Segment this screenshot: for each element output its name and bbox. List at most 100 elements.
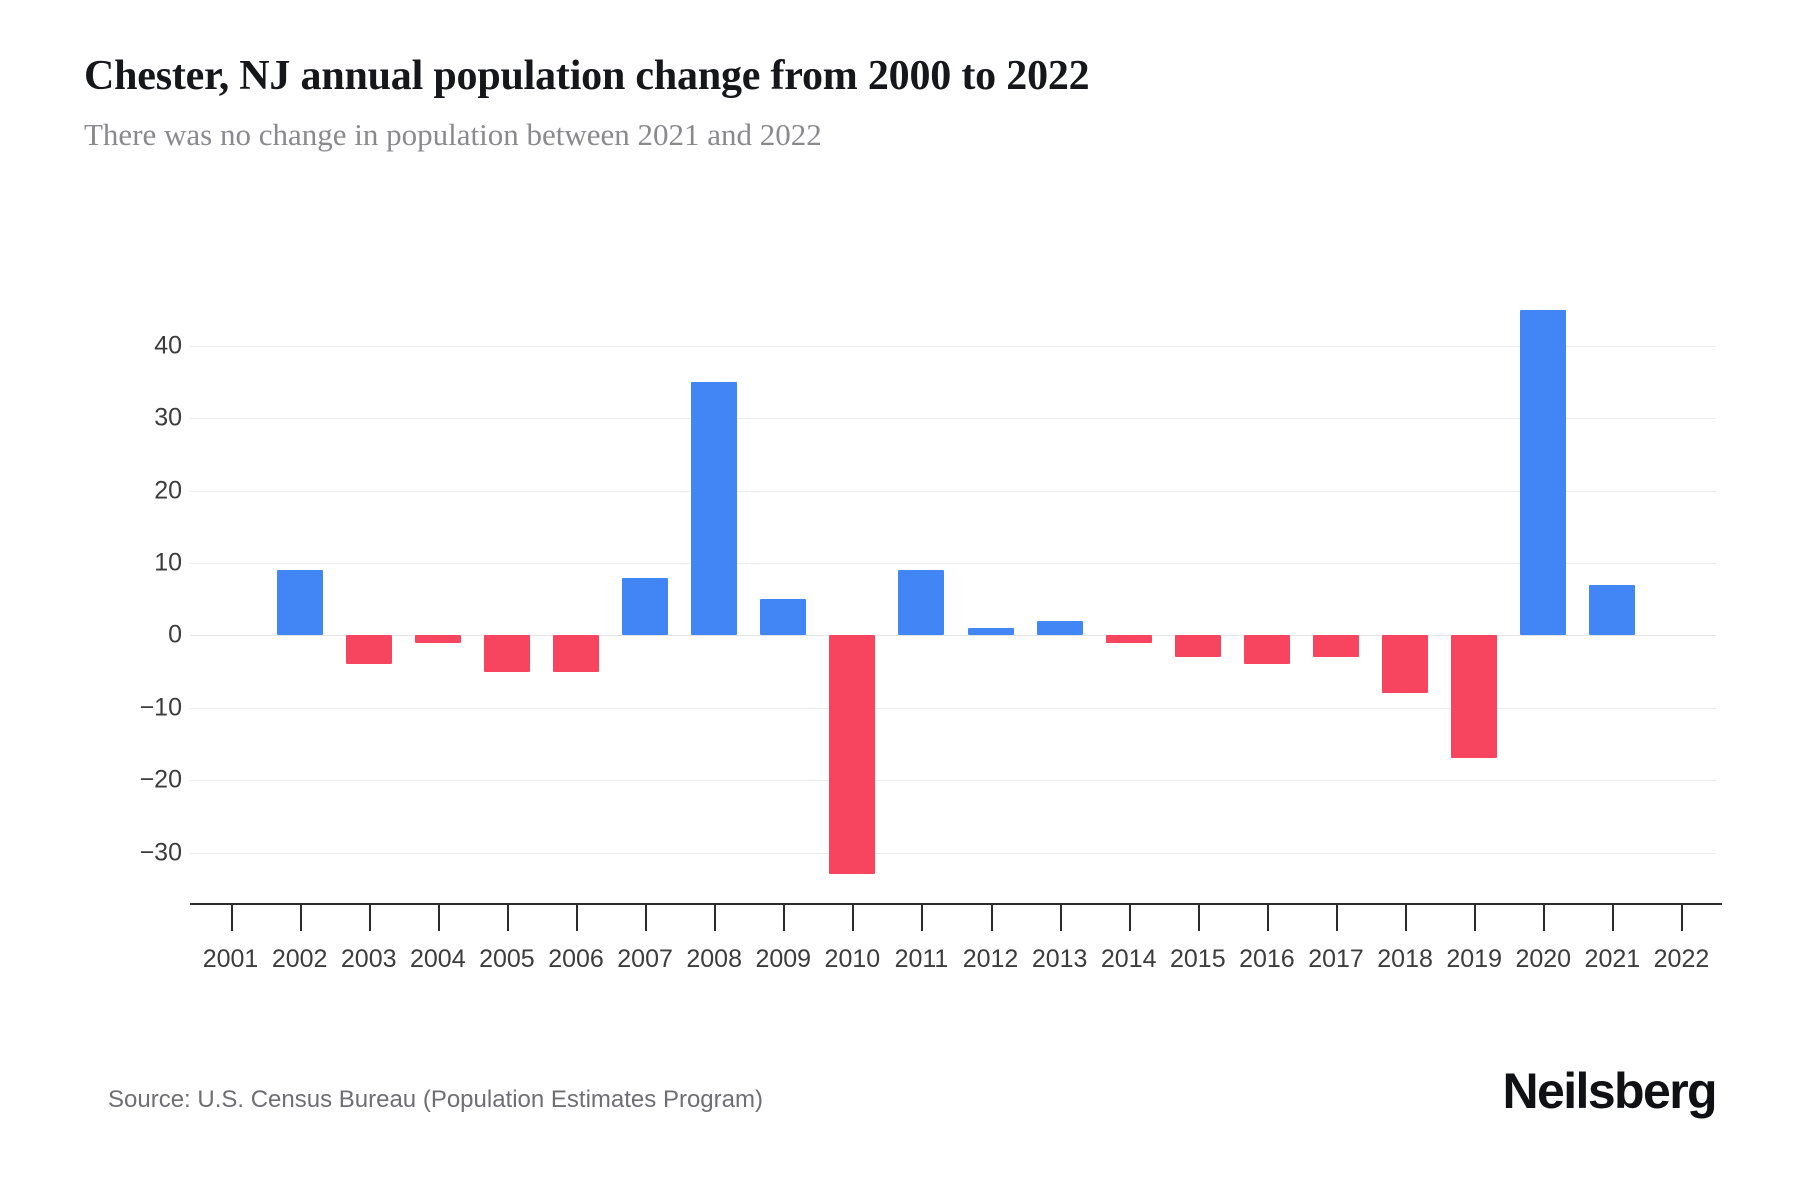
page-title: Chester, NJ annual population change fro… [84, 53, 1090, 99]
y-axis-tick-label: −20 [139, 765, 182, 794]
x-axis-tick [990, 905, 993, 931]
x-axis-tick [576, 905, 578, 931]
x-axis-tick-label-2014: 2014 [1100, 945, 1157, 973]
bar-slot[interactable] [1647, 288, 1716, 896]
bar-2002[interactable] [276, 570, 323, 636]
gridline [190, 635, 1716, 637]
x-axis-tick [852, 905, 855, 931]
x-axis-tick [1612, 905, 1615, 931]
x-axis-tick [1128, 905, 1131, 931]
y-axis-tick-label: 30 [154, 403, 182, 432]
bar-slot[interactable] [1163, 288, 1232, 896]
bar-slot[interactable] [265, 288, 334, 896]
bar-slot[interactable] [1094, 288, 1163, 896]
bar-slot[interactable] [749, 288, 818, 896]
bar-slot[interactable] [887, 288, 956, 896]
plot-area: 40 30 20 10 0 −10 −20 −30 [140, 288, 1716, 896]
x-axis-tick [645, 905, 648, 931]
x-axis-tick [1474, 905, 1477, 931]
bar-2007[interactable] [622, 577, 669, 636]
x-axis-tick-label-2002: 2002 [271, 945, 328, 973]
x-axis-tick-label-2018: 2018 [1377, 945, 1433, 973]
x-axis-tick-label-2017: 2017 [1308, 945, 1364, 973]
x-axis-tick [506, 905, 509, 931]
y-axis-tick-label: −10 [139, 693, 182, 722]
bar-2016[interactable] [1243, 635, 1290, 665]
bar-2009[interactable] [760, 599, 807, 636]
bar-2005[interactable] [483, 635, 530, 672]
bar-slot[interactable] [1578, 288, 1647, 896]
bar-2008[interactable] [691, 382, 738, 636]
x-axis-tick-label-2008: 2008 [686, 945, 742, 973]
x-axis-tick [921, 905, 924, 931]
bar-2017[interactable] [1312, 635, 1359, 658]
bar-slot[interactable] [403, 288, 472, 896]
bar-slot[interactable] [1440, 288, 1509, 896]
x-axis-tick-label-2019: 2019 [1446, 945, 1502, 973]
x-axis-tick [783, 905, 786, 931]
bar-slot[interactable] [1371, 288, 1440, 896]
bar-slot[interactable] [1025, 288, 1094, 896]
x-axis-tick-label-2015: 2015 [1170, 945, 1226, 973]
x-axis-tick [368, 905, 371, 931]
gridline [190, 707, 1716, 709]
y-axis-tick-label: 20 [154, 476, 182, 505]
x-axis-tick [437, 905, 440, 931]
bar-slot[interactable] [1232, 288, 1301, 896]
bar-slot[interactable] [472, 288, 541, 896]
x-axis-line [190, 903, 1722, 905]
x-axis-tick [1197, 905, 1200, 931]
bar-2018[interactable] [1382, 635, 1429, 694]
bar-2020[interactable] [1520, 309, 1567, 636]
bar-2013[interactable] [1036, 620, 1083, 636]
bar-slot[interactable] [611, 288, 680, 896]
x-axis-tick-label-2005: 2005 [479, 945, 535, 973]
x-axis-tick-label-2022: 2022 [1653, 945, 1710, 973]
bar-slot[interactable] [956, 288, 1025, 896]
bar-slot[interactable] [1509, 288, 1578, 896]
bar-slot[interactable] [1301, 288, 1370, 896]
x-axis-tick [1059, 905, 1062, 931]
gridline [190, 345, 1716, 347]
gridline [190, 780, 1716, 782]
gridline [190, 563, 1716, 565]
bar-2012[interactable] [967, 628, 1014, 636]
brand-logo: Neilsberg [1502, 1063, 1718, 1119]
x-axis-tick-label-2021: 2021 [1584, 945, 1641, 973]
y-axis-tick-label: −30 [139, 838, 182, 867]
bar-2003[interactable] [345, 635, 392, 665]
bar-2004[interactable] [414, 635, 461, 643]
bar-slot[interactable] [334, 288, 403, 896]
x-axis-tick-label-2004: 2004 [410, 945, 466, 973]
gridline [190, 418, 1716, 420]
x-axis-tick-label-2006: 2006 [548, 945, 604, 973]
x-axis-tick-label-2003: 2003 [340, 945, 397, 973]
bar-slot[interactable] [541, 288, 610, 896]
bar-slot[interactable] [196, 288, 265, 896]
bar-slot[interactable] [818, 288, 887, 896]
bar-slot[interactable] [680, 288, 749, 896]
bar-2021[interactable] [1589, 584, 1636, 636]
x-axis-tick-label-2007: 2007 [617, 945, 673, 973]
bars-group [196, 288, 1716, 896]
bar-2015[interactable] [1174, 635, 1221, 658]
page-subtitle: There was no change in population betwee… [84, 117, 822, 152]
x-axis-tick-label-2016: 2016 [1239, 945, 1295, 973]
y-axis-tick-label: 10 [154, 548, 182, 577]
bar-2014[interactable] [1105, 635, 1152, 643]
x-axis-tick [1681, 905, 1684, 931]
bar-2010[interactable] [829, 635, 876, 875]
x-axis-tick [1336, 905, 1338, 931]
x-axis-tick [1405, 905, 1408, 931]
x-axis-tick [714, 905, 717, 931]
x-axis-tick [230, 905, 233, 931]
gridline [190, 490, 1716, 492]
bar-2019[interactable] [1451, 635, 1498, 759]
y-axis-tick-label: 0 [168, 620, 182, 649]
x-axis-tick-label-2012: 2012 [962, 945, 1019, 973]
source-note: Source: U.S. Census Bureau (Population E… [108, 1086, 763, 1113]
bar-2006[interactable] [552, 635, 599, 672]
bar-2011[interactable] [898, 570, 945, 636]
